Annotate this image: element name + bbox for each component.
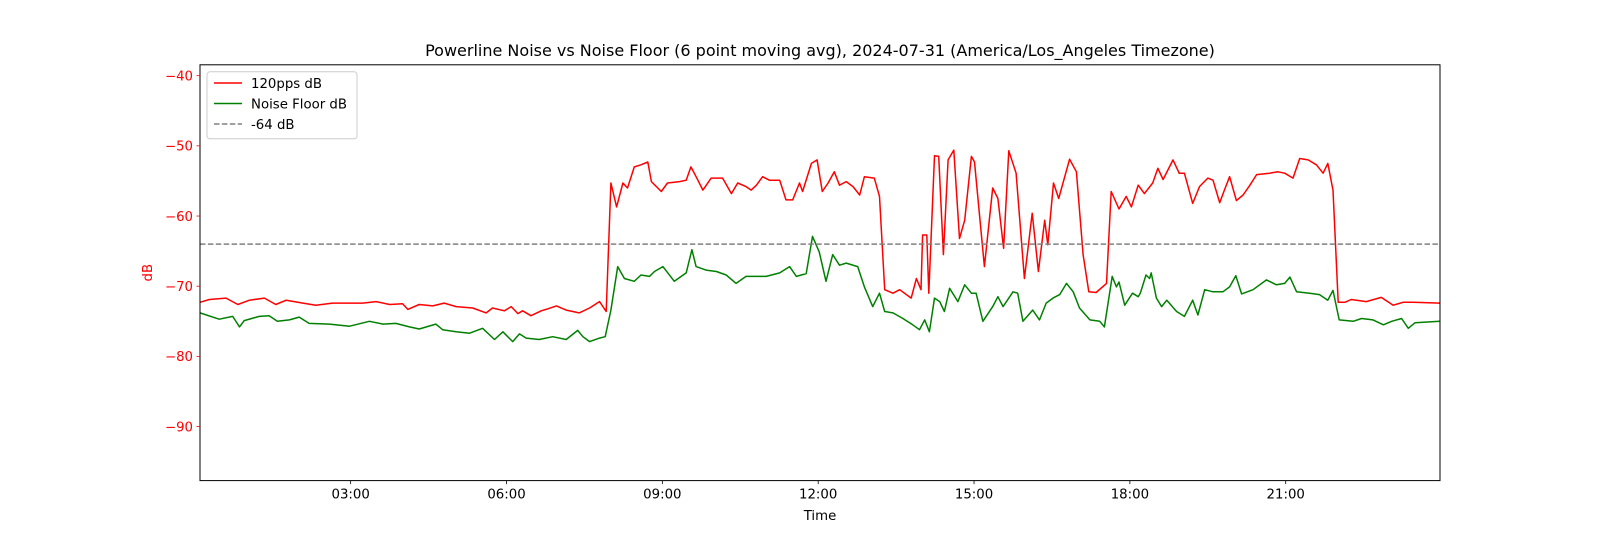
y-tick-label: −90 (165, 420, 193, 435)
series-line-120pps-db (199, 149, 1441, 317)
y-tick-label: −60 (165, 210, 193, 225)
legend: 120pps dB Noise Floor dB -64 dB (206, 71, 358, 140)
y-axis-ticks: −90 −80 −70 −60 −50 −40 (165, 69, 200, 435)
legend-label: -64 dB (251, 118, 295, 133)
y-tick-label: −50 (165, 140, 193, 155)
legend-box (206, 71, 358, 140)
plot-frame (199, 64, 1441, 482)
series-layer (199, 149, 1441, 343)
legend-label: 120pps dB (251, 77, 322, 92)
legend-label: Noise Floor dB (251, 97, 347, 112)
y-axis-label: dB (141, 264, 156, 282)
x-tick-label: 21:00 (1267, 488, 1305, 503)
x-tick-label: 15:00 (955, 488, 993, 503)
y-tick-label: −40 (165, 69, 193, 84)
x-axis-ticks: 03:00 06:00 09:00 12:00 15:00 18:00 21:00 (331, 480, 1305, 503)
x-axis-label: Time (803, 509, 837, 524)
x-tick-label: 03:00 (331, 488, 369, 503)
x-tick-label: 12:00 (799, 488, 837, 503)
chart-title: Powerline Noise vs Noise Floor (6 point … (425, 41, 1215, 61)
series-line-noise-floor-db (199, 235, 1441, 343)
x-tick-label: 18:00 (1111, 488, 1149, 503)
y-tick-label: −70 (165, 280, 193, 295)
y-tick-label: −80 (165, 350, 193, 365)
x-tick-label: 06:00 (487, 488, 525, 503)
x-tick-label: 09:00 (643, 488, 681, 503)
